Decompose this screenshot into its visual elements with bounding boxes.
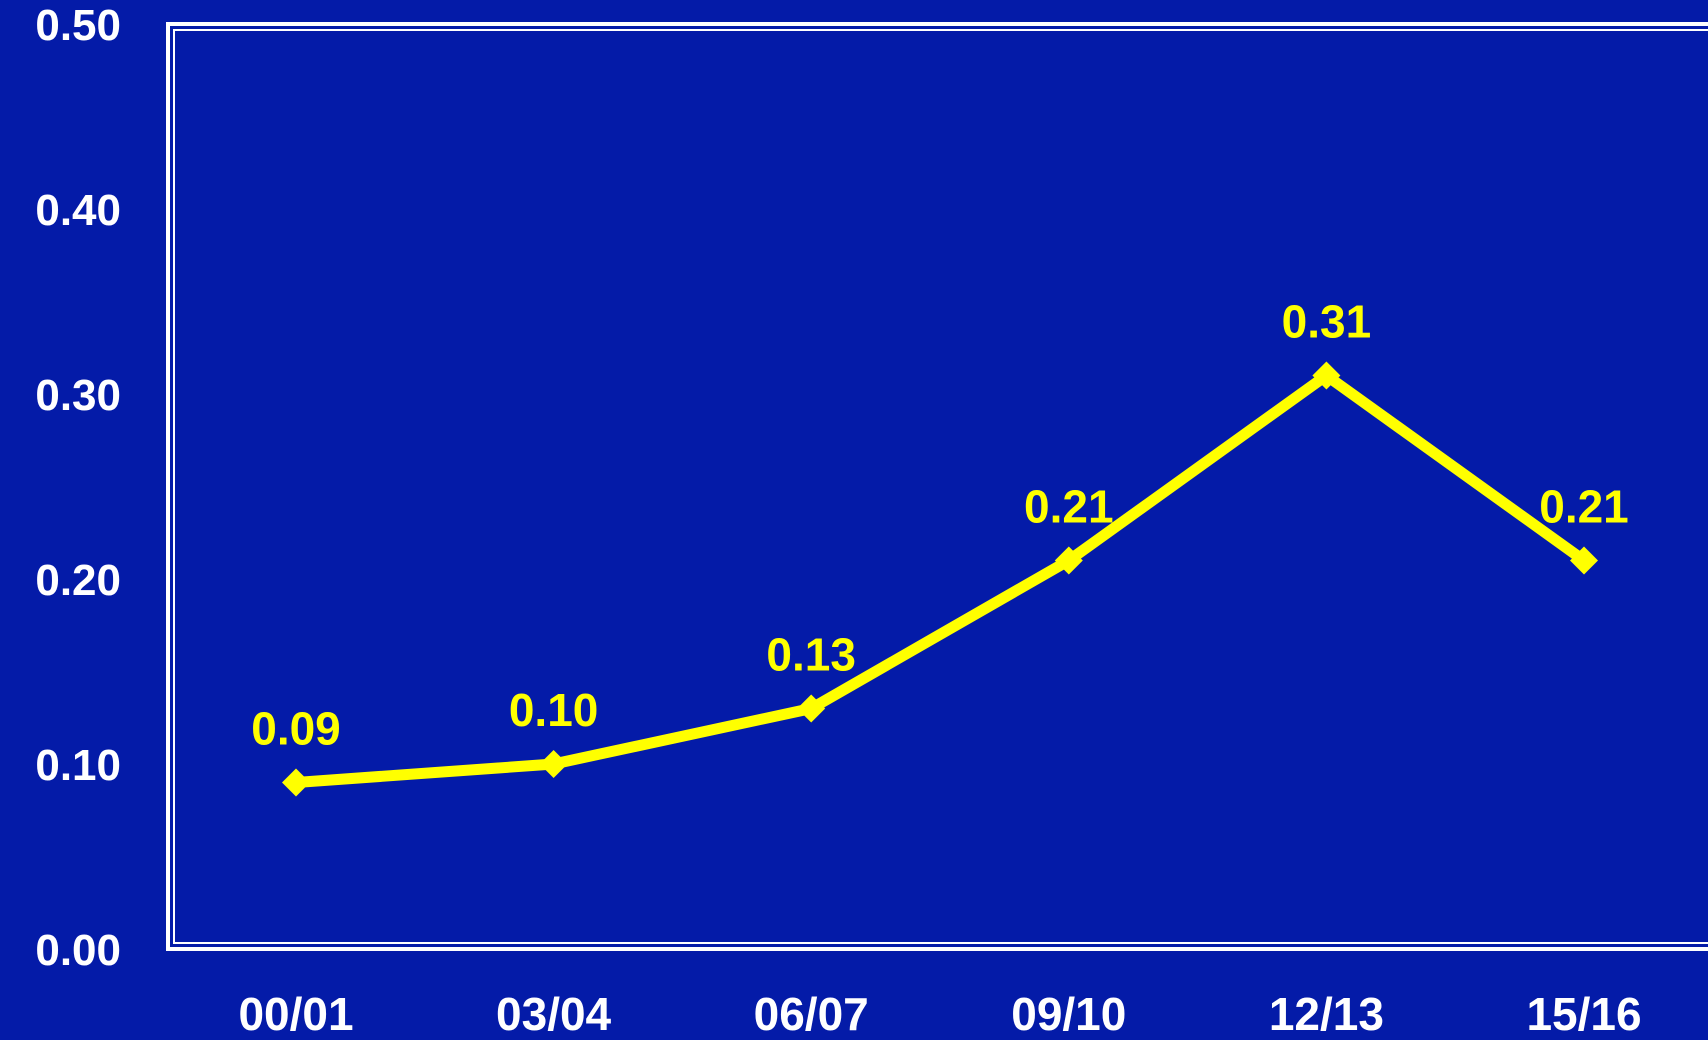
- y-axis-tick-labels: 0.00 0.10 0.20 0.30 0.40 0.50: [35, 1, 121, 975]
- data-label: 0.09: [251, 703, 341, 755]
- data-markers: [282, 361, 1598, 797]
- y-tick-label: 0.30: [35, 371, 121, 420]
- x-axis-tick-labels: 00/01 03/04 06/07 09/10 12/13 15/16: [238, 988, 1641, 1040]
- y-tick-label: 0.50: [35, 1, 121, 50]
- series-line-group: [295, 368, 1588, 788]
- data-label: 0.31: [1282, 296, 1372, 348]
- y-tick-label: 0.20: [35, 556, 121, 605]
- data-point-marker: [282, 768, 310, 797]
- y-tick-label: 0.10: [35, 741, 121, 790]
- data-label: 0.10: [509, 684, 599, 736]
- x-tick-label: 00/01: [238, 988, 353, 1040]
- plot-border-outer: [166, 22, 1708, 951]
- x-tick-label: 12/13: [1269, 988, 1384, 1040]
- data-point-marker: [797, 694, 826, 723]
- x-tick-label: 06/07: [754, 988, 869, 1040]
- data-label: 0.21: [1024, 481, 1114, 533]
- data-labels: 0.09 0.10 0.13 0.21 0.31 0.21: [251, 296, 1629, 755]
- plot-frame: [166, 22, 1708, 951]
- data-label: 0.21: [1539, 481, 1629, 533]
- plot-border-inner: [173, 29, 1708, 944]
- data-point-marker: [1570, 546, 1598, 575]
- series-line: [295, 368, 1588, 788]
- x-tick-label: 09/10: [1011, 988, 1126, 1040]
- x-tick-label: 15/16: [1526, 988, 1641, 1040]
- x-tick-label: 03/04: [496, 988, 612, 1040]
- y-tick-label: 0.00: [35, 926, 121, 975]
- data-label: 0.13: [766, 629, 856, 681]
- data-point-marker: [1312, 361, 1341, 390]
- data-point-marker: [539, 750, 568, 778]
- data-point-marker: [1054, 546, 1083, 575]
- y-tick-label: 0.40: [35, 186, 121, 235]
